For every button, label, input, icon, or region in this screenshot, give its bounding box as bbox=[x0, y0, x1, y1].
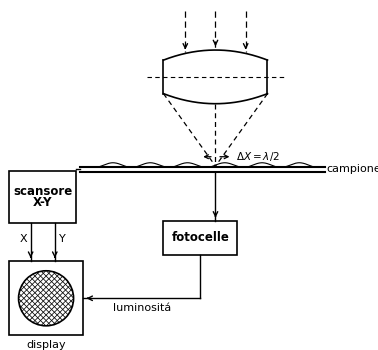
Text: fotocelle: fotocelle bbox=[172, 231, 229, 244]
FancyBboxPatch shape bbox=[9, 261, 83, 335]
Text: $\Delta X = \lambda/2$: $\Delta X = \lambda/2$ bbox=[235, 150, 279, 163]
Text: campione: campione bbox=[326, 164, 378, 174]
Text: X-Y: X-Y bbox=[33, 196, 53, 209]
FancyBboxPatch shape bbox=[164, 221, 237, 255]
Text: X: X bbox=[19, 234, 27, 244]
Text: Y: Y bbox=[59, 234, 65, 244]
Text: scansore: scansore bbox=[13, 185, 72, 198]
FancyBboxPatch shape bbox=[9, 171, 76, 223]
Text: display: display bbox=[26, 340, 66, 350]
Text: luminositá: luminositá bbox=[113, 303, 171, 313]
